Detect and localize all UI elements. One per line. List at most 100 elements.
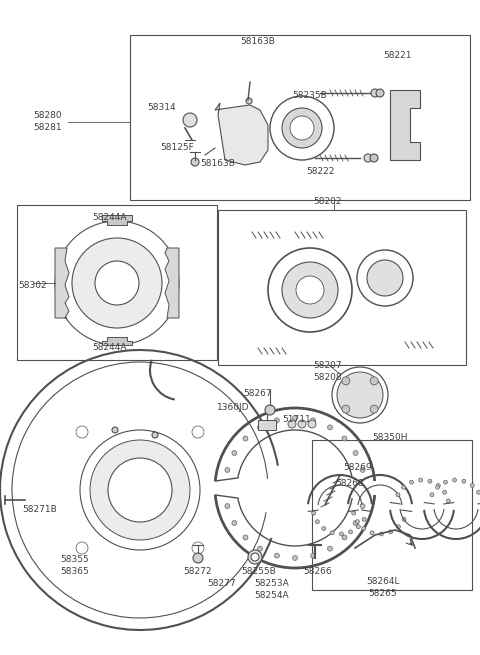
Circle shape (355, 519, 360, 524)
Text: 58253A: 58253A (254, 580, 289, 588)
Bar (130, 35, 470, 200)
Circle shape (183, 113, 197, 127)
Text: 58222: 58222 (306, 168, 334, 176)
Circle shape (409, 480, 413, 484)
Circle shape (370, 154, 378, 162)
Text: 58355: 58355 (60, 555, 89, 565)
Bar (17, 205, 217, 360)
Circle shape (376, 89, 384, 97)
Circle shape (192, 542, 204, 554)
Circle shape (342, 405, 350, 413)
Circle shape (282, 262, 338, 318)
Text: 1360JD: 1360JD (217, 403, 249, 413)
Polygon shape (165, 248, 179, 318)
Circle shape (367, 260, 403, 296)
Circle shape (370, 531, 374, 535)
Circle shape (352, 511, 356, 515)
Circle shape (330, 531, 334, 535)
Text: 51711: 51711 (283, 415, 312, 424)
Text: 58266: 58266 (304, 567, 332, 576)
Circle shape (55, 221, 179, 345)
Text: 58235B: 58235B (293, 90, 327, 100)
Circle shape (95, 261, 139, 305)
Circle shape (430, 493, 434, 496)
Text: 58207: 58207 (314, 362, 342, 371)
Bar (218, 210, 466, 365)
Text: 58255B: 58255B (241, 567, 276, 576)
Text: 58281: 58281 (34, 124, 62, 132)
Circle shape (80, 430, 200, 550)
Circle shape (265, 405, 275, 415)
Circle shape (348, 530, 352, 534)
Circle shape (470, 483, 474, 487)
Circle shape (362, 527, 366, 531)
Circle shape (462, 479, 466, 483)
Circle shape (248, 550, 262, 564)
Bar (312, 440, 472, 590)
Circle shape (364, 154, 372, 162)
Text: 58244A: 58244A (93, 214, 127, 223)
Circle shape (396, 525, 400, 529)
Text: 58202: 58202 (314, 198, 342, 206)
Circle shape (342, 436, 347, 441)
Text: 58272: 58272 (184, 567, 212, 576)
Circle shape (353, 451, 358, 455)
Circle shape (243, 535, 248, 540)
Circle shape (357, 525, 360, 529)
Text: 58350H: 58350H (372, 434, 408, 443)
Circle shape (379, 532, 384, 536)
Circle shape (419, 478, 422, 482)
Circle shape (282, 108, 322, 148)
Text: 58163B: 58163B (201, 159, 235, 168)
Circle shape (477, 491, 480, 495)
Text: 58280: 58280 (34, 111, 62, 119)
Circle shape (453, 478, 456, 482)
Circle shape (90, 440, 190, 540)
Circle shape (353, 521, 358, 525)
Circle shape (327, 546, 333, 551)
Circle shape (257, 546, 263, 551)
Polygon shape (215, 103, 268, 165)
Circle shape (362, 517, 366, 521)
Circle shape (76, 426, 88, 438)
Text: 58267: 58267 (244, 388, 272, 398)
Circle shape (108, 458, 172, 522)
Circle shape (270, 96, 334, 160)
Circle shape (396, 493, 400, 496)
Circle shape (246, 98, 252, 104)
Circle shape (388, 530, 393, 534)
Circle shape (311, 418, 316, 423)
Text: 58264L: 58264L (366, 578, 400, 586)
Circle shape (251, 553, 259, 561)
Circle shape (342, 535, 347, 540)
Text: 58277: 58277 (208, 580, 236, 588)
Circle shape (275, 553, 279, 558)
Circle shape (370, 377, 378, 385)
Circle shape (298, 420, 306, 428)
Circle shape (257, 425, 263, 430)
Circle shape (232, 521, 237, 525)
Circle shape (288, 420, 296, 428)
Circle shape (268, 248, 352, 332)
Circle shape (243, 436, 248, 441)
Text: 58244A: 58244A (93, 343, 127, 352)
Circle shape (72, 238, 162, 328)
Polygon shape (102, 215, 132, 225)
Circle shape (322, 527, 326, 531)
Circle shape (357, 250, 413, 306)
Circle shape (290, 116, 314, 140)
Text: 58314: 58314 (148, 103, 176, 113)
Circle shape (337, 372, 383, 418)
Polygon shape (102, 337, 132, 345)
Polygon shape (55, 248, 69, 318)
Bar (258, 420, 276, 430)
Circle shape (446, 499, 450, 503)
Circle shape (225, 468, 230, 472)
Circle shape (332, 367, 388, 423)
Circle shape (76, 542, 88, 554)
Text: 58208: 58208 (314, 373, 342, 383)
Circle shape (225, 504, 230, 509)
Circle shape (232, 451, 237, 455)
Text: 58269: 58269 (344, 464, 372, 472)
Circle shape (428, 479, 432, 483)
